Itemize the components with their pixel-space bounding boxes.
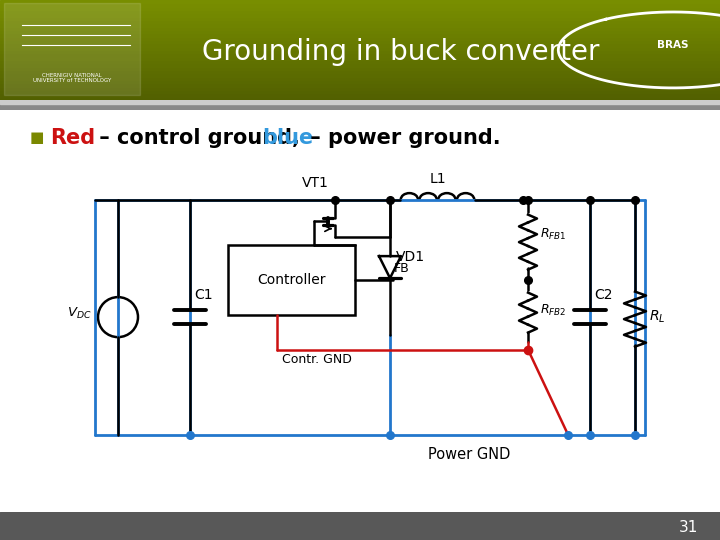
Text: $R_L$: $R_L$ [649,309,665,325]
Text: $R_{FB1}$: $R_{FB1}$ [540,227,567,242]
Bar [0,104,720,110]
Bar [0,83,720,86]
Text: FB: FB [394,261,410,275]
Text: $V_{DC}$: $V_{DC}$ [68,306,92,321]
Text: CHERNIGIV NATIONAL
UNIVERSITY of TECHNOLOGY: CHERNIGIV NATIONAL UNIVERSITY of TECHNOL… [33,72,111,83]
Bar [0,63,720,66]
Bar [0,0,720,3]
Bar [0,6,720,10]
Bar [0,93,720,97]
Bar [228,245,355,315]
Bar [0,40,720,43]
Bar [0,3,720,6]
Bar [0,43,720,46]
Bar [0,57,720,60]
Bar [0,20,720,23]
Text: Contr. GND: Contr. GND [282,353,351,366]
Text: Red: Red [50,127,95,147]
Bar [0,80,720,83]
Text: C1: C1 [194,288,212,302]
Bar [0,30,720,33]
Bar [0,10,720,14]
Text: blue: blue [262,127,313,147]
Text: L1: L1 [429,172,446,186]
Text: Controller: Controller [257,273,325,287]
Bar [0,86,720,90]
Text: 31: 31 [679,520,698,535]
Bar [0,50,720,53]
Text: VD1: VD1 [396,250,425,264]
Bar [0,26,720,30]
Bar [0,46,720,50]
Bar [0,17,720,20]
Bar [0,23,720,26]
Text: ■: ■ [30,130,45,145]
Bar [0,53,720,57]
Text: C2: C2 [594,288,613,302]
Text: Power GND: Power GND [428,447,510,462]
Bar [0,33,720,37]
Bar [0,90,720,93]
Bar [0,100,720,104]
Text: – control ground,: – control ground, [92,127,307,147]
Bar [0,14,720,17]
Text: Grounding in buck converter: Grounding in buck converter [202,38,599,66]
Text: VT1: VT1 [302,176,328,190]
Bar [0,60,720,63]
Bar [0,37,720,40]
Bar [0,73,720,77]
Text: BRAS: BRAS [657,40,689,50]
Text: – power ground.: – power ground. [303,127,500,147]
Bar [0,97,720,100]
Bar [0,77,720,80]
Bar [0,70,720,73]
Bar [0,66,720,70]
Text: $R_{FB2}$: $R_{FB2}$ [540,303,567,318]
Bar [4,3,140,95]
